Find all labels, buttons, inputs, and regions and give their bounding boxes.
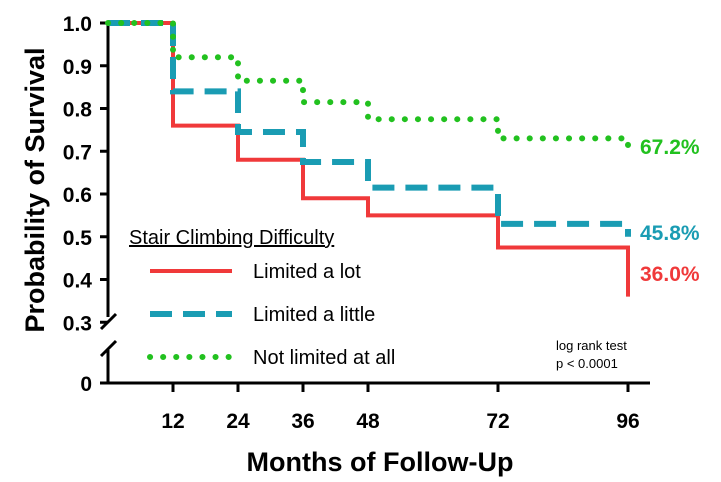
y-axis-break-mark [99,339,118,358]
series-line-solid [108,21,630,297]
y-axis-title: Probability of Survival [20,47,50,332]
x-tick-label: 48 [356,410,380,433]
y-tick-label: 0.3 [63,312,92,335]
legend-label: Limited a lot [253,261,361,283]
y-tick-label: 0.4 [63,270,93,293]
y-axis-break-mark [99,312,118,331]
series-line-dashed [108,20,631,237]
legend-label: Limited a little [253,304,375,326]
axes: 0 0.3 0.4 0.5 0.6 0.7 0.8 0.9 1.0 12 24 36 48 72 96 [63,13,650,433]
y-tick-label: 0.7 [63,141,92,164]
end-value-label: 67.2% [640,136,700,159]
x-tick-label: 36 [291,410,314,433]
x-tick-label: 72 [486,410,509,433]
end-labels: 36.0% 45.8% 67.2% [640,136,700,286]
series-layer [105,20,631,297]
x-tick-label: 96 [616,410,639,433]
note-line-1: log rank test [556,338,627,353]
y-tick-label: 0.8 [63,99,93,122]
legend-label: Not limited at all [253,347,395,369]
end-value-label: 36.0% [640,263,700,286]
note-line-2: p < 0.0001 [556,356,618,371]
x-tick-label: 24 [226,410,250,433]
statistics-note: log rank test p < 0.0001 [556,338,627,371]
y-tick-label: 1.0 [63,13,92,36]
end-value-label: 45.8% [640,222,700,245]
y-tick-label: 0 [80,373,92,396]
x-tick-label: 12 [161,410,184,433]
y-tick-label: 0.6 [63,184,92,207]
y-tick-label: 0.5 [63,227,93,250]
series-line-dotted [105,20,631,155]
legend: Stair Climbing Difficulty Limited a lot L… [129,227,395,369]
x-axis-title: Months of Follow-Up [247,447,514,477]
legend-title: Stair Climbing Difficulty [129,227,334,249]
y-tick-label: 0.9 [63,56,92,79]
